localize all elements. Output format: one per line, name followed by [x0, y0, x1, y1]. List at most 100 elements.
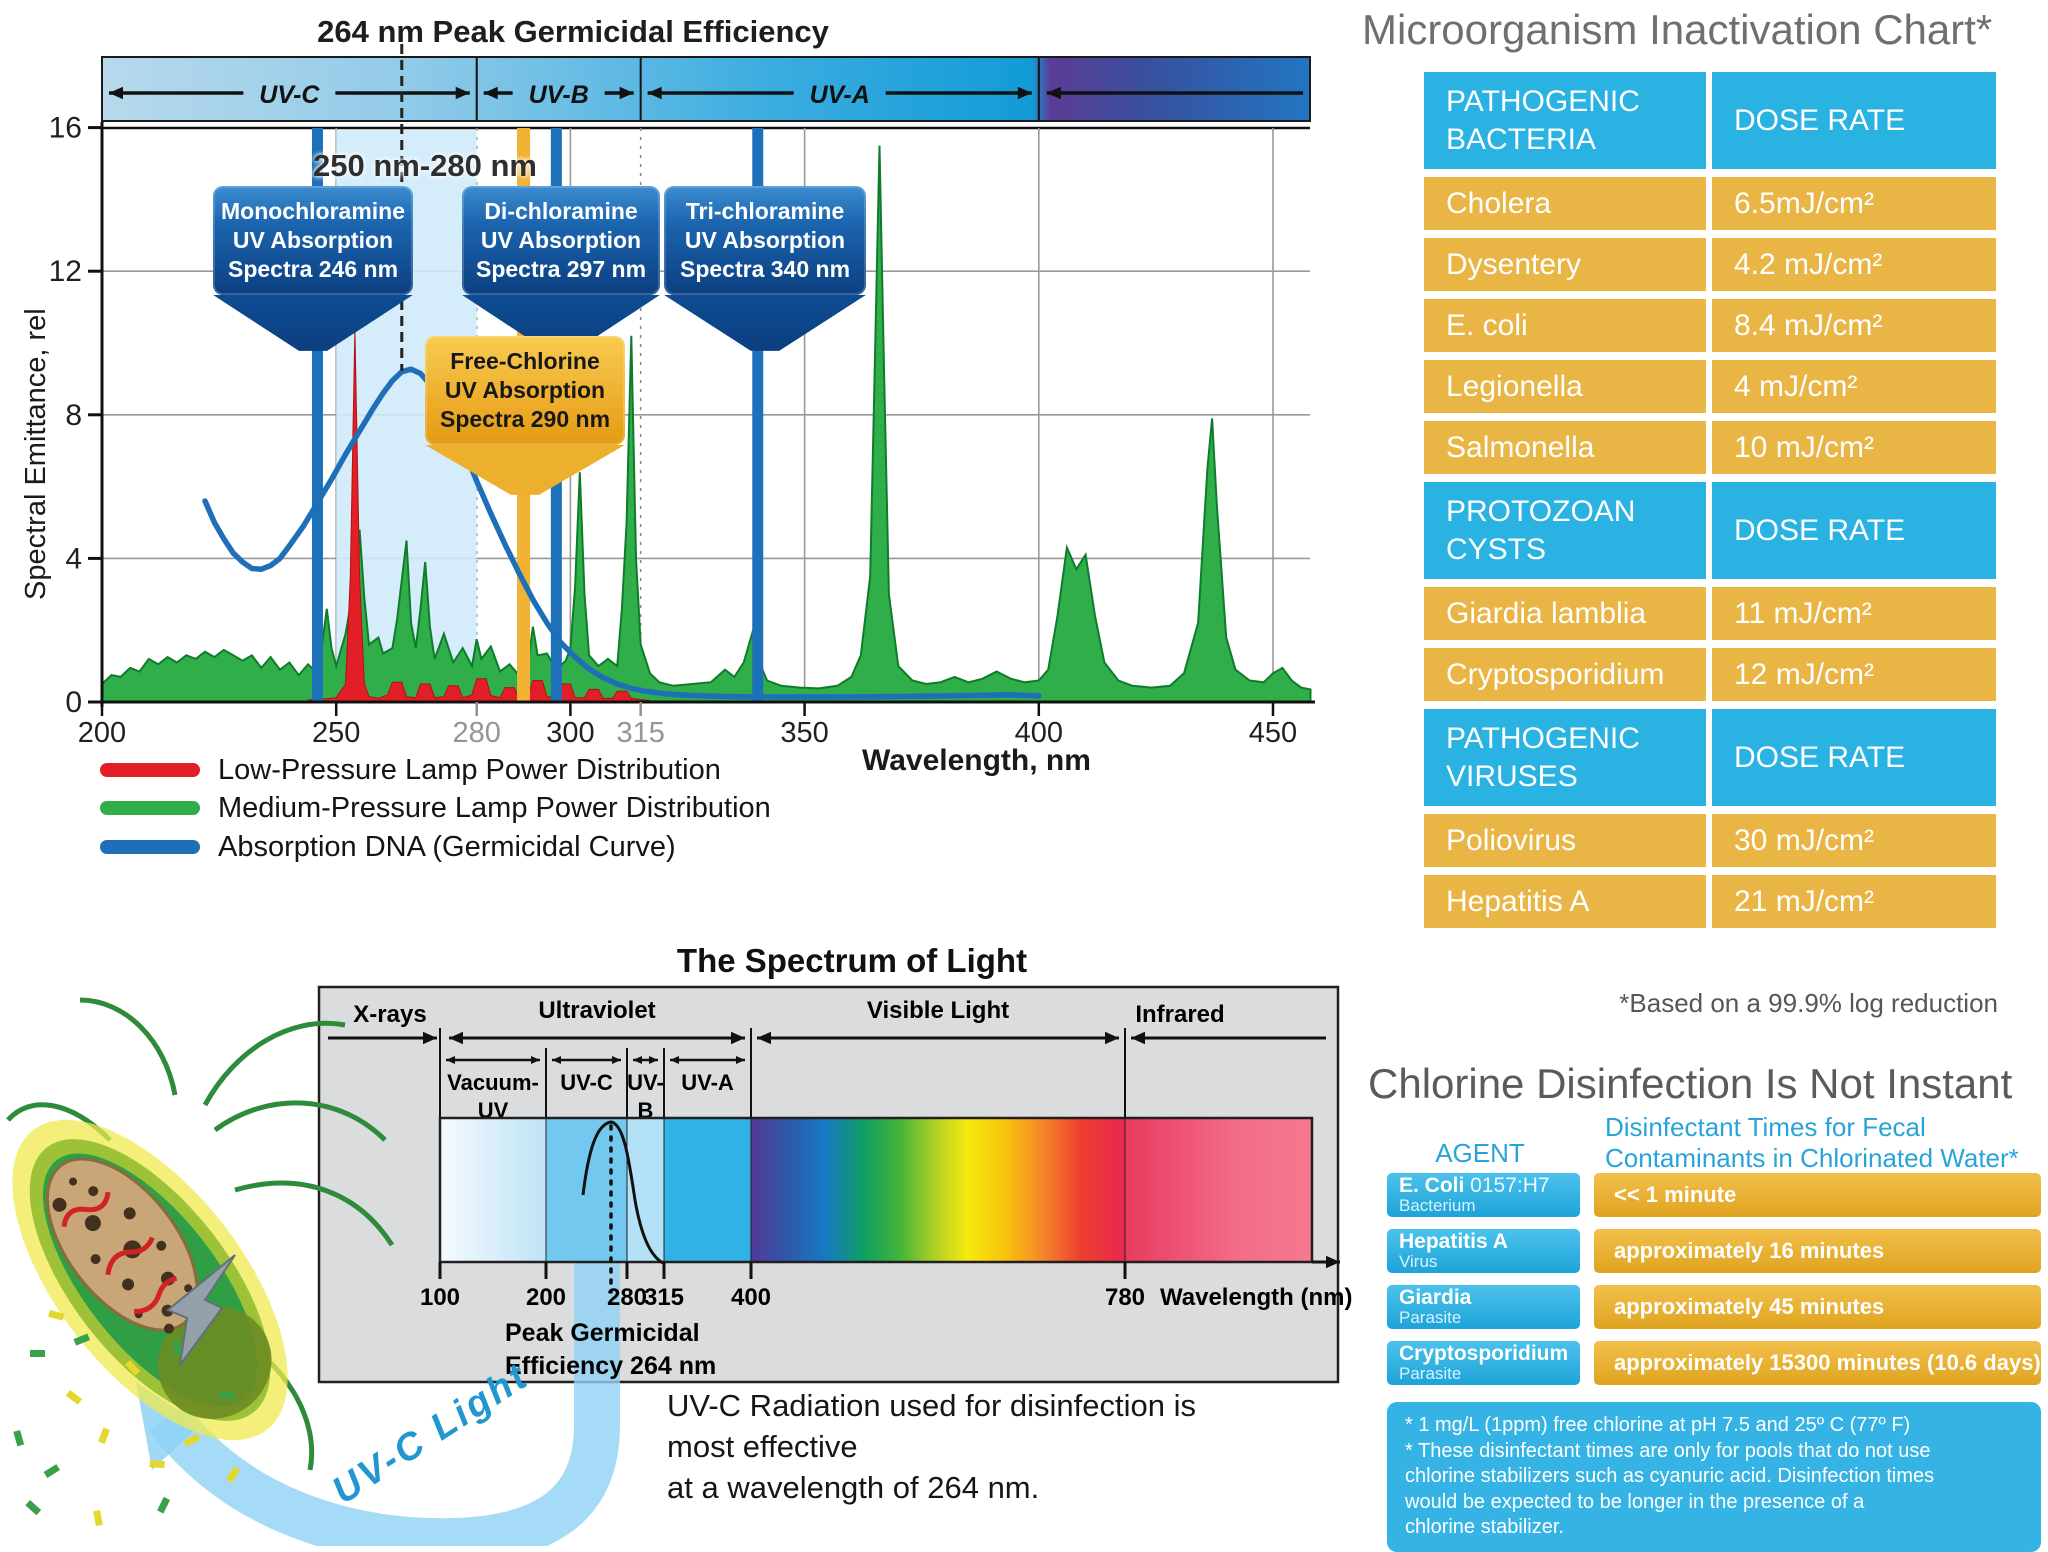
absorption-bar-340	[752, 128, 764, 702]
table-cell: 4 mJ/cm²	[1712, 360, 1996, 413]
x-tick-label: 400	[1015, 717, 1063, 749]
agent-type: Bacterium	[1399, 1195, 1476, 1215]
legend-label: Low-Pressure Lamp Power Distribution	[218, 753, 721, 786]
callout-free-chlorine: Free-Chlorine UV Absorption Spectra 290 …	[425, 336, 625, 495]
table-header-row: PATHOGENIC BACTERIA DOSE RATE	[1424, 72, 1996, 169]
spectrum-tick-label: 400	[731, 1284, 771, 1311]
x-tick-label: 200	[78, 717, 126, 749]
table-cell: 12 mJ/cm²	[1712, 648, 1996, 701]
table-cell: Dysentery	[1424, 238, 1706, 291]
callout-line: Tri-chloramine	[685, 198, 845, 224]
uvc-radiation-caption: UV-C Radiation used for disinfection is …	[667, 1388, 1196, 1505]
chlorine-table-row: E. Coli 0157:H7 Bacterium << 1 minute	[1387, 1173, 2041, 1217]
table-header-cell: PATHOGENIC VIRUSES	[1424, 709, 1706, 806]
disinfectant-time-cell: approximately 15300 minutes (10.6 days)	[1594, 1341, 2041, 1385]
legend-item-medium-pressure: Medium-Pressure Lamp Power Distribution	[100, 792, 771, 824]
table-row: Salmonella 10 mJ/cm²	[1424, 421, 1996, 474]
spectrum-band-cell	[663, 1117, 752, 1263]
region-label-xrays: X-rays	[353, 1001, 426, 1028]
agent-cell: Giardia Parasite	[1387, 1285, 1580, 1329]
region-label-visible: Visible Light	[867, 997, 1009, 1024]
x-tick-label: 315	[616, 717, 664, 749]
table-cell: 6.5mJ/cm²	[1712, 177, 1996, 230]
table-row: Poliovirus 30 mJ/cm²	[1424, 814, 1996, 867]
agent-cell: Hepatitis A Virus	[1387, 1229, 1580, 1273]
x-tick-label: 450	[1249, 717, 1297, 749]
spectrum-tick-label: 100	[420, 1284, 460, 1311]
agent-type: Parasite	[1399, 1363, 1462, 1383]
bacterium-illustration	[6, 997, 395, 1527]
inactivation-table: PATHOGENIC BACTERIA DOSE RATE Cholera 6.5mJ…	[1424, 72, 1996, 936]
table-header-row: PATHOGENIC VIRUSES DOSE RATE	[1424, 709, 1996, 806]
y-tick-label: 0	[65, 686, 82, 719]
chlorine-table-row: Hepatitis A Virus approximately 16 minutes	[1387, 1229, 2041, 1273]
table-row: Cryptosporidium 12 mJ/cm²	[1424, 648, 1996, 701]
debris-particle	[25, 1500, 42, 1516]
legend-label: Absorption DNA (Germicidal Curve)	[218, 830, 676, 863]
debris-particle	[183, 1433, 200, 1447]
debris-particle	[124, 1360, 141, 1376]
y-tick-label: 4	[65, 542, 82, 575]
table-cell: 4.2 mJ/cm²	[1712, 238, 1996, 291]
x-tick-label: 280	[453, 717, 501, 749]
flagellum	[213, 1100, 387, 1142]
uv-band-label: UV-B	[529, 81, 589, 109]
peak-germicidal-label: Efficiency 264 nm	[505, 1352, 716, 1380]
callout-line: UV Absorption	[444, 376, 606, 403]
callout-line: Spectra 340 nm	[679, 255, 851, 282]
table-row: Cholera 6.5mJ/cm²	[1424, 177, 1996, 230]
y-tick-label: 12	[49, 255, 82, 288]
chlorine-table-row: Giardia Parasite approximately 45 minutes	[1387, 1285, 2041, 1329]
table-header-cell: DOSE RATE	[1712, 72, 1996, 169]
uv-sub-band-label: UV-A	[681, 1070, 734, 1095]
table-header-cell: DOSE RATE	[1712, 482, 1996, 579]
debris-particle	[93, 1510, 103, 1527]
dna-squiggle	[61, 1191, 111, 1228]
legend-swatch-red	[100, 763, 200, 777]
agent-cell: E. Coli 0157:H7 Bacterium	[1387, 1173, 1580, 1217]
callout-funnel	[425, 444, 625, 495]
debris-particle	[98, 1427, 110, 1445]
uv-sub-band-label: Vacuum-	[447, 1070, 539, 1095]
table-row: Dysentery 4.2 mJ/cm²	[1424, 238, 1996, 291]
table-cell: Giardia lamblia	[1424, 587, 1706, 640]
spectrum-tick-label: 780	[1105, 1284, 1145, 1311]
y-tick-label: 8	[65, 399, 82, 432]
debris-particle	[13, 1430, 25, 1447]
table-row: E. coli 8.4 mJ/cm²	[1424, 299, 1996, 352]
dna-squiggle	[105, 1236, 155, 1276]
x-tick-label: 250	[312, 717, 360, 749]
chlorine-footnote-box: * 1 mg/L (1ppm) free chlorine at pH 7.5 …	[1387, 1402, 2041, 1552]
table-header-row: PROTOZOAN CYSTS DOSE RATE	[1424, 482, 1996, 579]
spectrum-band-cell	[750, 1117, 1126, 1263]
uv-sub-band-label: UV-	[627, 1070, 664, 1095]
debris-particle	[30, 1350, 45, 1357]
legend-item-dna-absorption: Absorption DNA (Germicidal Curve)	[100, 831, 676, 863]
flagellum	[234, 1180, 395, 1247]
spectral-emittance-chart: UV-C UV-B UV-A 200 250 280 300 315 350 400 450 0 4 8 1…	[49, 44, 1315, 749]
agent-type: Virus	[1399, 1251, 1438, 1271]
disinfectant-times-header: Disinfectant Times for Fecal Contaminant…	[1605, 1112, 2019, 1173]
callout-line: UV Absorption	[480, 226, 642, 253]
chlorine-times-table: E. Coli 0157:H7 Bacterium << 1 minute Hepat…	[1387, 1173, 2041, 1397]
absorption-bar-246	[311, 128, 323, 702]
table-cell: Salmonella	[1424, 421, 1706, 474]
inactivation-chart-title: Microorganism Inactivation Chart*	[1362, 6, 1993, 53]
debris-particle	[65, 1390, 82, 1405]
debris-particle	[226, 1466, 240, 1483]
table-header-cell: DOSE RATE	[1712, 709, 1996, 806]
table-row: Hepatitis A 21 mJ/cm²	[1424, 875, 1996, 928]
debris-particle	[157, 1496, 170, 1514]
callout-line: Spectra 246 nm	[227, 255, 399, 282]
peak-germicidal-label: Peak Germicidal	[505, 1319, 700, 1347]
region-label-ultraviolet: Ultraviolet	[538, 997, 655, 1024]
table-cell: Hepatitis A	[1424, 875, 1706, 928]
debris-particle	[48, 1309, 65, 1321]
table-cell: Cholera	[1424, 177, 1706, 230]
disinfectant-time-cell: approximately 16 minutes	[1594, 1229, 2041, 1273]
legend-swatch-green	[100, 801, 200, 815]
callout-line: Di-chloramine	[484, 198, 638, 224]
spectrum-band-cell	[1124, 1117, 1313, 1263]
table-row: Legionella 4 mJ/cm²	[1424, 360, 1996, 413]
spectrum-diagram-title: The Spectrum of Light	[676, 942, 1028, 979]
